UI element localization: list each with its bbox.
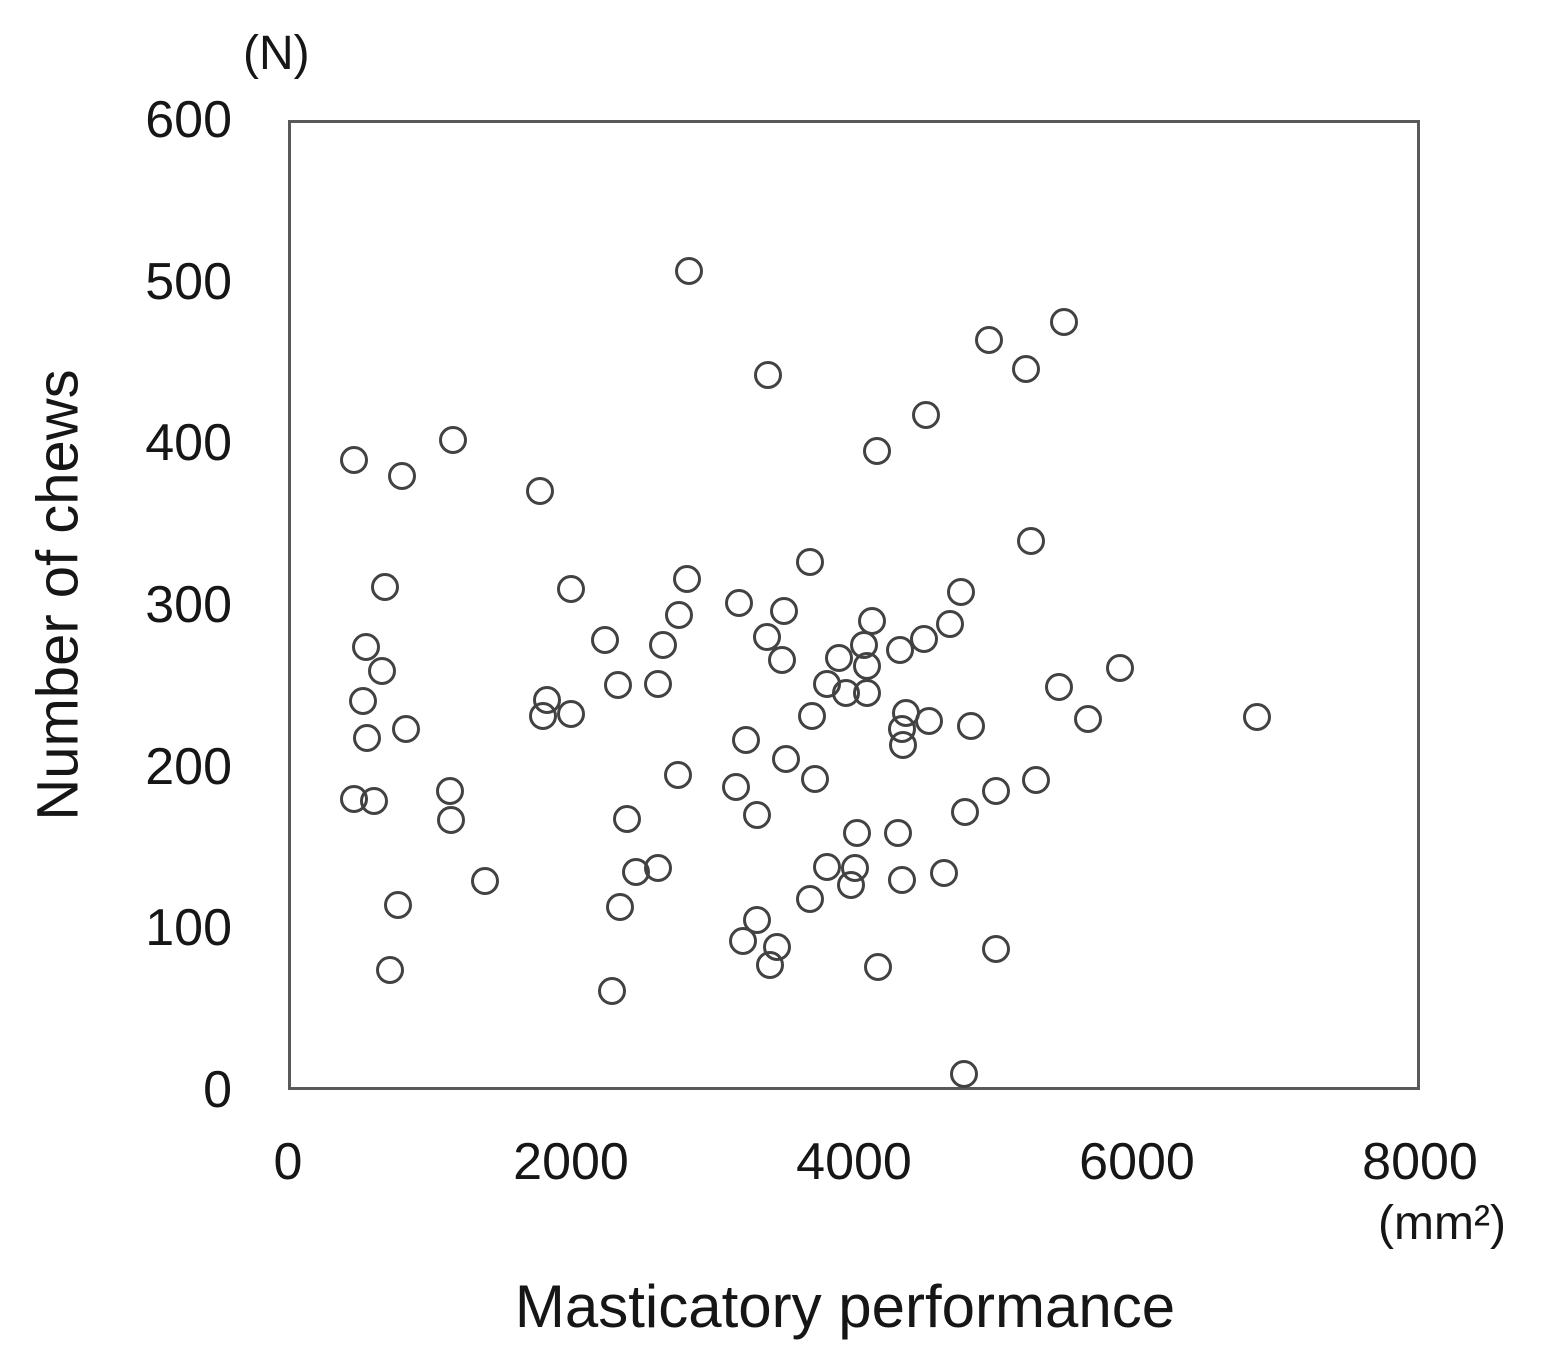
data-point bbox=[1242, 703, 1271, 732]
data-point bbox=[755, 950, 784, 979]
data-point bbox=[883, 819, 912, 848]
data-point bbox=[348, 687, 377, 716]
data-point bbox=[951, 798, 980, 827]
data-point bbox=[383, 891, 412, 920]
data-point bbox=[796, 547, 825, 576]
data-point bbox=[388, 462, 417, 491]
data-point bbox=[392, 714, 421, 743]
y-tick-label: 400 bbox=[145, 414, 232, 473]
data-point bbox=[471, 867, 500, 896]
y-tick-label: 500 bbox=[145, 252, 232, 311]
data-point bbox=[371, 573, 400, 602]
data-point bbox=[731, 725, 760, 754]
x-tick-label: 8000 bbox=[1362, 1133, 1478, 1191]
data-point bbox=[533, 685, 562, 714]
data-point bbox=[742, 801, 771, 830]
data-point bbox=[752, 623, 781, 652]
data-point bbox=[858, 607, 887, 636]
data-point bbox=[557, 700, 586, 729]
data-point bbox=[526, 476, 555, 505]
data-point bbox=[862, 436, 891, 465]
data-point bbox=[648, 631, 677, 660]
data-point bbox=[813, 852, 842, 881]
data-point bbox=[1011, 354, 1040, 383]
y-tick-label: 0 bbox=[203, 1061, 232, 1119]
data-point bbox=[613, 804, 642, 833]
data-point bbox=[797, 701, 826, 730]
data-point bbox=[644, 854, 673, 883]
data-point bbox=[1106, 653, 1135, 682]
data-point bbox=[863, 952, 892, 981]
data-point bbox=[360, 787, 389, 815]
data-point bbox=[837, 870, 866, 899]
data-point bbox=[375, 955, 404, 984]
data-point bbox=[742, 905, 771, 934]
data-point bbox=[351, 632, 380, 661]
data-point bbox=[956, 711, 985, 740]
data-point bbox=[914, 706, 943, 735]
data-point bbox=[675, 256, 704, 285]
data-point bbox=[889, 730, 918, 759]
data-point bbox=[946, 578, 975, 607]
data-point bbox=[982, 777, 1011, 806]
x-axis-title: Masticatory performance bbox=[514, 1273, 1176, 1340]
data-point bbox=[768, 645, 797, 674]
data-point bbox=[437, 806, 466, 835]
data-point bbox=[436, 777, 465, 806]
data-point bbox=[852, 679, 881, 708]
data-point bbox=[353, 724, 381, 753]
data-point bbox=[1045, 672, 1074, 701]
y-tick-label: 600 bbox=[145, 91, 232, 149]
data-point bbox=[886, 635, 915, 664]
data-point bbox=[800, 764, 829, 793]
x-tick-label: 6000 bbox=[1079, 1133, 1195, 1191]
data-point bbox=[887, 865, 916, 894]
x-tick-label: 4000 bbox=[796, 1133, 912, 1191]
data-point bbox=[644, 669, 673, 698]
y-axis-unit-label: (N) bbox=[243, 27, 310, 80]
data-point bbox=[910, 624, 939, 653]
y-tick-label: 200 bbox=[145, 737, 232, 796]
data-point bbox=[665, 600, 694, 629]
data-point bbox=[1073, 705, 1102, 734]
plot-area bbox=[288, 120, 1420, 1090]
data-point bbox=[728, 926, 757, 955]
data-point bbox=[754, 361, 783, 390]
data-point bbox=[1017, 526, 1046, 555]
y-tick-label: 100 bbox=[145, 899, 232, 958]
x-axis-unit-label: (mm²) bbox=[1378, 1197, 1506, 1250]
data-point bbox=[557, 574, 586, 603]
data-point bbox=[772, 745, 801, 774]
data-point bbox=[842, 819, 871, 848]
data-point bbox=[1021, 766, 1050, 795]
data-point bbox=[935, 610, 964, 639]
data-point bbox=[606, 893, 635, 922]
data-point bbox=[911, 401, 940, 430]
data-point bbox=[1049, 308, 1078, 337]
data-point bbox=[949, 1060, 978, 1089]
data-point bbox=[769, 597, 798, 626]
data-point bbox=[975, 325, 1004, 354]
data-point bbox=[340, 446, 369, 475]
data-point bbox=[982, 934, 1011, 963]
data-point bbox=[721, 772, 750, 801]
data-point bbox=[724, 589, 753, 618]
data-point bbox=[672, 565, 701, 594]
data-point bbox=[852, 652, 881, 681]
x-tick-label: 2000 bbox=[513, 1133, 629, 1191]
data-point bbox=[368, 656, 397, 685]
data-point bbox=[796, 885, 825, 914]
data-point bbox=[438, 425, 467, 454]
data-point bbox=[930, 859, 959, 888]
data-point bbox=[664, 761, 693, 790]
y-tick-label: 300 bbox=[145, 576, 232, 634]
data-point bbox=[590, 626, 619, 655]
x-tick-label: 0 bbox=[273, 1133, 303, 1191]
data-point bbox=[824, 644, 853, 673]
data-point bbox=[603, 671, 632, 700]
data-point bbox=[597, 976, 626, 1005]
